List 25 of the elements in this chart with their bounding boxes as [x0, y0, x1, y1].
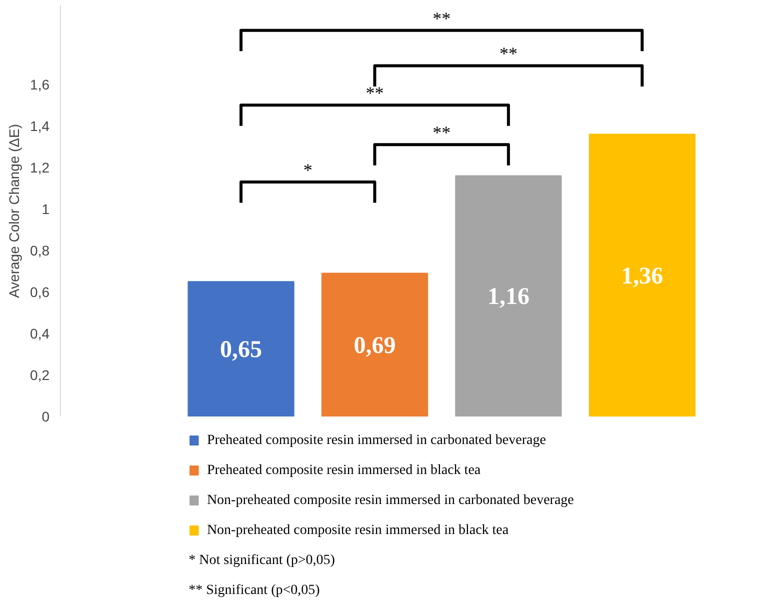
y-tick-label: 1,6 [30, 76, 50, 92]
y-tick-label: 1,2 [30, 159, 50, 176]
text: ** Significant (p<0,05) [188, 583, 320, 598]
y-tick-label: 0,6 [30, 284, 50, 300]
legend-label: Preheated composite resin immersed in carbonated beverage [206, 433, 546, 448]
y-tick-label: 1,4 [30, 118, 50, 134]
legend-label: Non-preheated composite resin immersed in carbonated beverage [206, 493, 574, 508]
annotation: * [303, 160, 312, 180]
data-label: 1,36 [621, 263, 664, 290]
y-tick-label: 0 [42, 408, 50, 424]
annotation: ** [499, 44, 518, 64]
data-label: 0,69 [354, 332, 396, 359]
text: * Not significant (p>0,05) [188, 553, 336, 568]
y-tick-label: 0,2 [30, 366, 50, 383]
legend-label: Preheated composite resin immersed in black tea [206, 463, 482, 478]
annotation: ** [432, 122, 451, 142]
data-label: 0,65 [220, 337, 262, 364]
y-axis-title: Average Color Change (ΔE) [6, 124, 22, 298]
annotation: ** [366, 83, 384, 104]
legend-label: Non-preheated composite resin immersed in black tea [206, 523, 510, 538]
y-tick-label: 1 [42, 200, 50, 217]
annotation: ** [432, 8, 451, 28]
data-label: 1,16 [487, 284, 530, 310]
y-tick-label: 0,8 [30, 242, 50, 258]
y-tick-label: 0,4 [30, 325, 50, 342]
